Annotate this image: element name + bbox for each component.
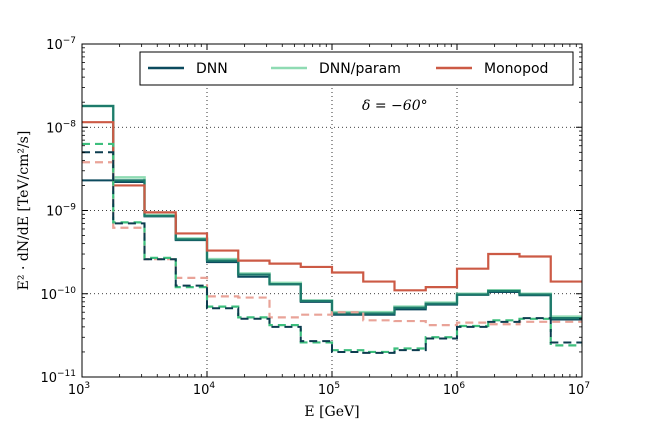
- y-axis-label: E² · dN/dE [TeV/cm²/s]: [16, 131, 32, 291]
- axis-ticks: 103 104 105 106 107 10−11 10−10 10−9 10−8 10−7: [40, 36, 590, 398]
- series-group: [82, 104, 582, 354]
- legend: DNN DNN/param Monopod: [139, 51, 574, 86]
- x-tick-label: 104: [193, 381, 216, 398]
- legend-label: DNN: [196, 61, 228, 77]
- legend-box: [139, 51, 574, 86]
- x-tick-label: 103: [68, 381, 90, 398]
- x-tick-label: 106: [443, 381, 466, 398]
- grid-lines: [82, 44, 582, 377]
- series-line-dnn: [82, 179, 582, 321]
- legend-label: Monopod: [484, 61, 548, 77]
- series-line-unlabeled-4: [82, 161, 582, 327]
- y-tick-label: 10−9: [46, 203, 76, 220]
- y-tick-label: 10−8: [46, 119, 76, 136]
- x-axis-label: E [GeV]: [304, 404, 359, 420]
- declination-annotation: δ = −60°: [362, 98, 428, 114]
- series-line-monopod: [82, 121, 582, 292]
- y-tick-label: 10−10: [40, 286, 76, 303]
- x-tick-label: 107: [568, 381, 590, 398]
- legend-label: DNN/param: [319, 61, 401, 77]
- y-tick-label: 10−11: [40, 369, 76, 386]
- series-line-unlabeled-6: [82, 151, 582, 354]
- x-tick-label: 105: [318, 381, 340, 398]
- y-tick-label: 10−7: [46, 36, 76, 53]
